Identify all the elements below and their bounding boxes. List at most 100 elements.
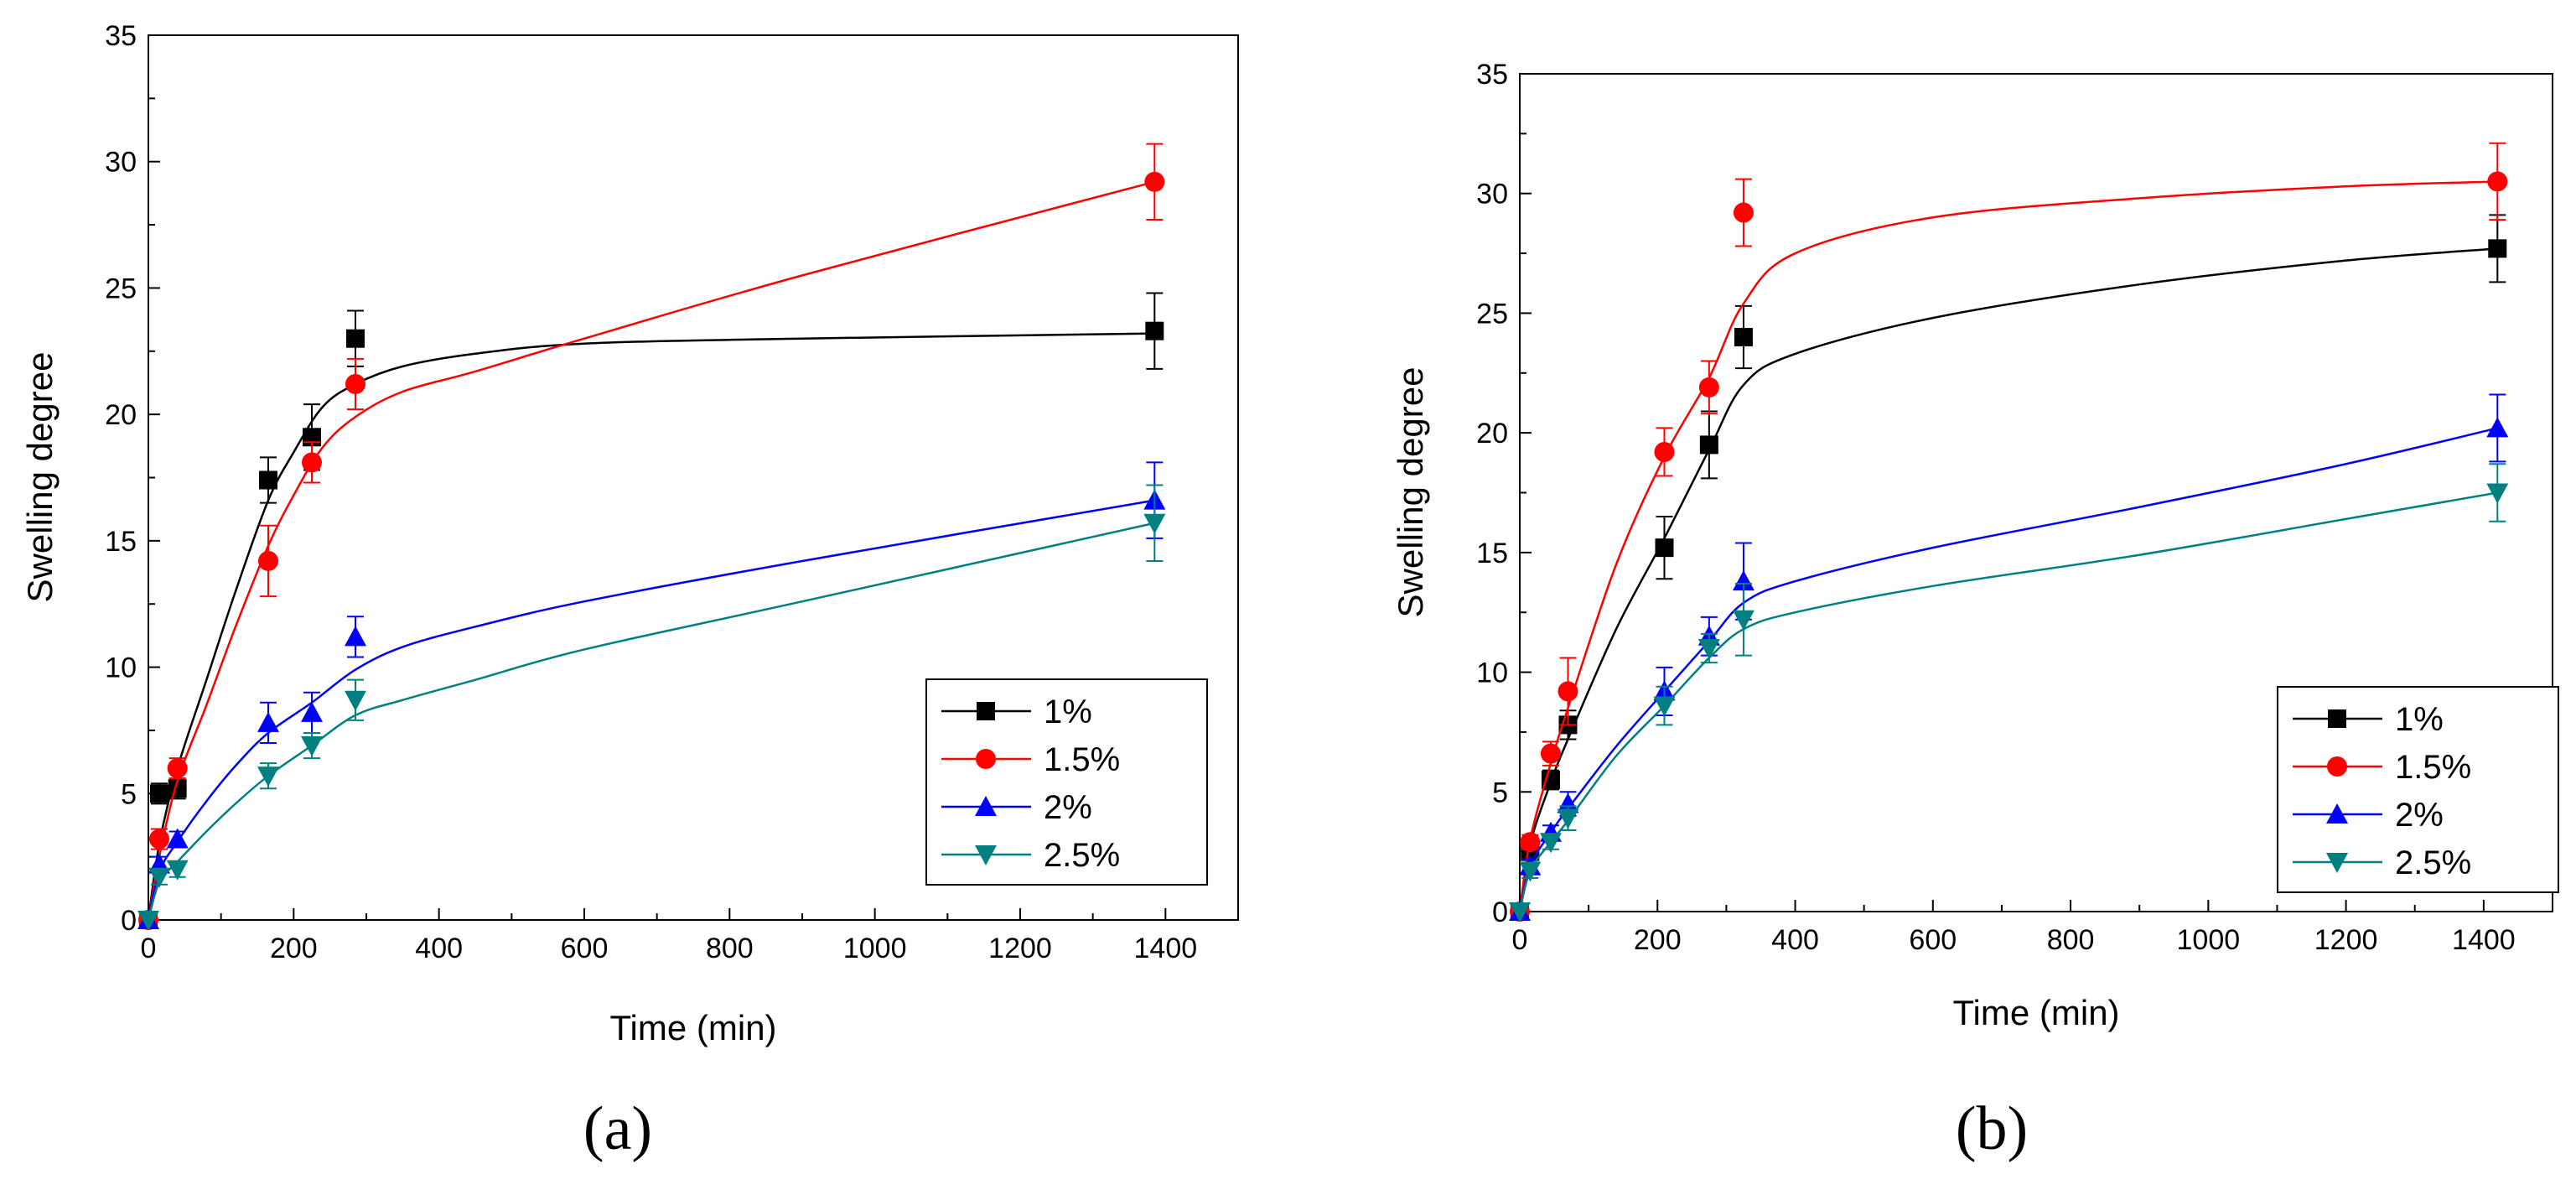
fit-line-1% <box>147 332 1155 921</box>
data-point <box>1557 808 1579 829</box>
data-point <box>1732 610 1754 631</box>
x-tick-label: 600 <box>561 933 609 964</box>
data-point <box>1540 743 1561 764</box>
x-tick-label: 200 <box>1634 924 1682 956</box>
data-point <box>257 711 279 732</box>
legend-marker-2.5% <box>2326 853 2348 873</box>
panel-label: (b) <box>1956 1094 2028 1163</box>
legend-box <box>2277 686 2559 893</box>
legend-marker-1.5% <box>976 749 996 769</box>
data-point <box>1520 832 1541 853</box>
y-tick-label: 5 <box>1492 777 1508 808</box>
data-point <box>345 690 366 711</box>
fit-line-2% <box>147 499 1155 921</box>
legend-marker-2% <box>975 796 997 816</box>
y-tick-label: 0 <box>1492 896 1508 928</box>
data-point <box>345 626 366 647</box>
data-point <box>1654 441 1675 462</box>
fit-line-1.5% <box>147 180 1155 921</box>
data-point <box>1519 861 1542 882</box>
data-point <box>137 911 159 931</box>
y-tick-label: 10 <box>1476 657 1508 689</box>
data-point <box>1698 377 1719 398</box>
series-2.5% <box>137 484 1166 931</box>
data-point <box>259 470 277 490</box>
data-point <box>1732 570 1754 591</box>
data-point <box>1143 513 1166 534</box>
legend-label-1.5%: 1.5% <box>2395 749 2471 786</box>
data-point <box>1144 171 1165 192</box>
legend-label-2.5%: 2.5% <box>1044 837 1120 874</box>
x-tick-label: 1200 <box>988 933 1052 964</box>
legend-label-2.5%: 2.5% <box>2395 844 2471 881</box>
data-point <box>257 766 279 787</box>
legend-label-2%: 2% <box>1044 789 1092 826</box>
legend-marker-1% <box>977 702 995 720</box>
legend-box <box>925 678 1208 886</box>
y-tick-label: 10 <box>105 652 137 684</box>
legend: 1% 1.5% 2% 2.5% <box>2277 686 2559 893</box>
legend: 1% 1.5% 2% 2.5% <box>925 678 1208 886</box>
fit-line-2.5% <box>1518 491 2498 912</box>
x-tick-label: 200 <box>270 933 318 964</box>
y-axis-label: Swelling degree <box>20 352 60 603</box>
chart-panel-2: 0 200 400 600 800 1000 1200 1400 0 5 10 15 20 25 30 35 T… <box>1391 59 2559 1163</box>
data-point <box>149 829 169 850</box>
legend-marker-2.5% <box>975 845 997 865</box>
data-point <box>301 701 323 722</box>
x-tick-label: 1000 <box>843 933 907 964</box>
legend-marker-2% <box>2326 803 2348 824</box>
data-point <box>166 860 189 881</box>
legend-label-1%: 1% <box>2395 701 2444 738</box>
data-point <box>1655 538 1674 558</box>
data-point <box>1509 902 1531 922</box>
fit-line-2.5% <box>147 522 1155 921</box>
y-tick-label: 15 <box>105 526 137 558</box>
legend-marker-1.5% <box>2327 756 2347 777</box>
fit-line-1.5% <box>1518 180 2498 912</box>
data-point <box>167 758 188 779</box>
y-tick-label: 35 <box>105 20 137 52</box>
data-point <box>1733 202 1754 223</box>
data-point <box>1653 696 1676 717</box>
y-tick-label: 0 <box>121 905 137 937</box>
x-tick-label: 800 <box>706 933 754 964</box>
y-tick-label: 20 <box>105 399 137 431</box>
y-tick-label: 20 <box>1476 418 1508 449</box>
x-tick-label: 800 <box>2047 924 2095 956</box>
legend-label-1%: 1% <box>1044 694 1092 730</box>
x-axis-label: Time (min) <box>1952 993 2119 1032</box>
y-tick-label: 5 <box>121 778 137 810</box>
data-point <box>346 329 365 348</box>
data-point <box>258 550 278 571</box>
data-point <box>302 452 322 473</box>
data-point <box>148 867 170 888</box>
legend-label-1.5%: 1.5% <box>1044 741 1120 778</box>
x-tick-label: 400 <box>415 933 463 964</box>
x-tick-label: 0 <box>1512 924 1528 956</box>
x-axis-label: Time (min) <box>609 1008 776 1047</box>
data-point <box>1558 681 1578 702</box>
y-axis-label: Swelling degree <box>1391 367 1430 618</box>
data-point <box>1697 639 1720 660</box>
legend-marker-1% <box>2328 709 2346 728</box>
data-point <box>1145 321 1164 340</box>
y-tick-label: 35 <box>1476 59 1508 91</box>
data-point <box>2488 239 2507 258</box>
data-point <box>1557 792 1579 813</box>
y-tick-label: 15 <box>1476 538 1508 569</box>
x-tick-label: 1000 <box>2177 924 2241 956</box>
x-tick-label: 1200 <box>2314 924 2378 956</box>
data-point <box>345 373 365 394</box>
series-1.5% <box>1510 142 2508 922</box>
data-point <box>1734 327 1753 346</box>
data-point <box>1539 833 1562 854</box>
data-point <box>1699 435 1718 455</box>
legend-label-2%: 2% <box>2395 797 2444 834</box>
chart-panel-1: 0 200 400 600 800 1000 1200 1400 0 5 10 15 20 25 30 35 T… <box>20 20 1239 1163</box>
x-tick-label: 600 <box>1909 924 1957 956</box>
x-tick-label: 0 <box>141 933 157 964</box>
y-tick-label: 25 <box>1476 298 1508 330</box>
y-tick-label: 30 <box>105 147 137 179</box>
